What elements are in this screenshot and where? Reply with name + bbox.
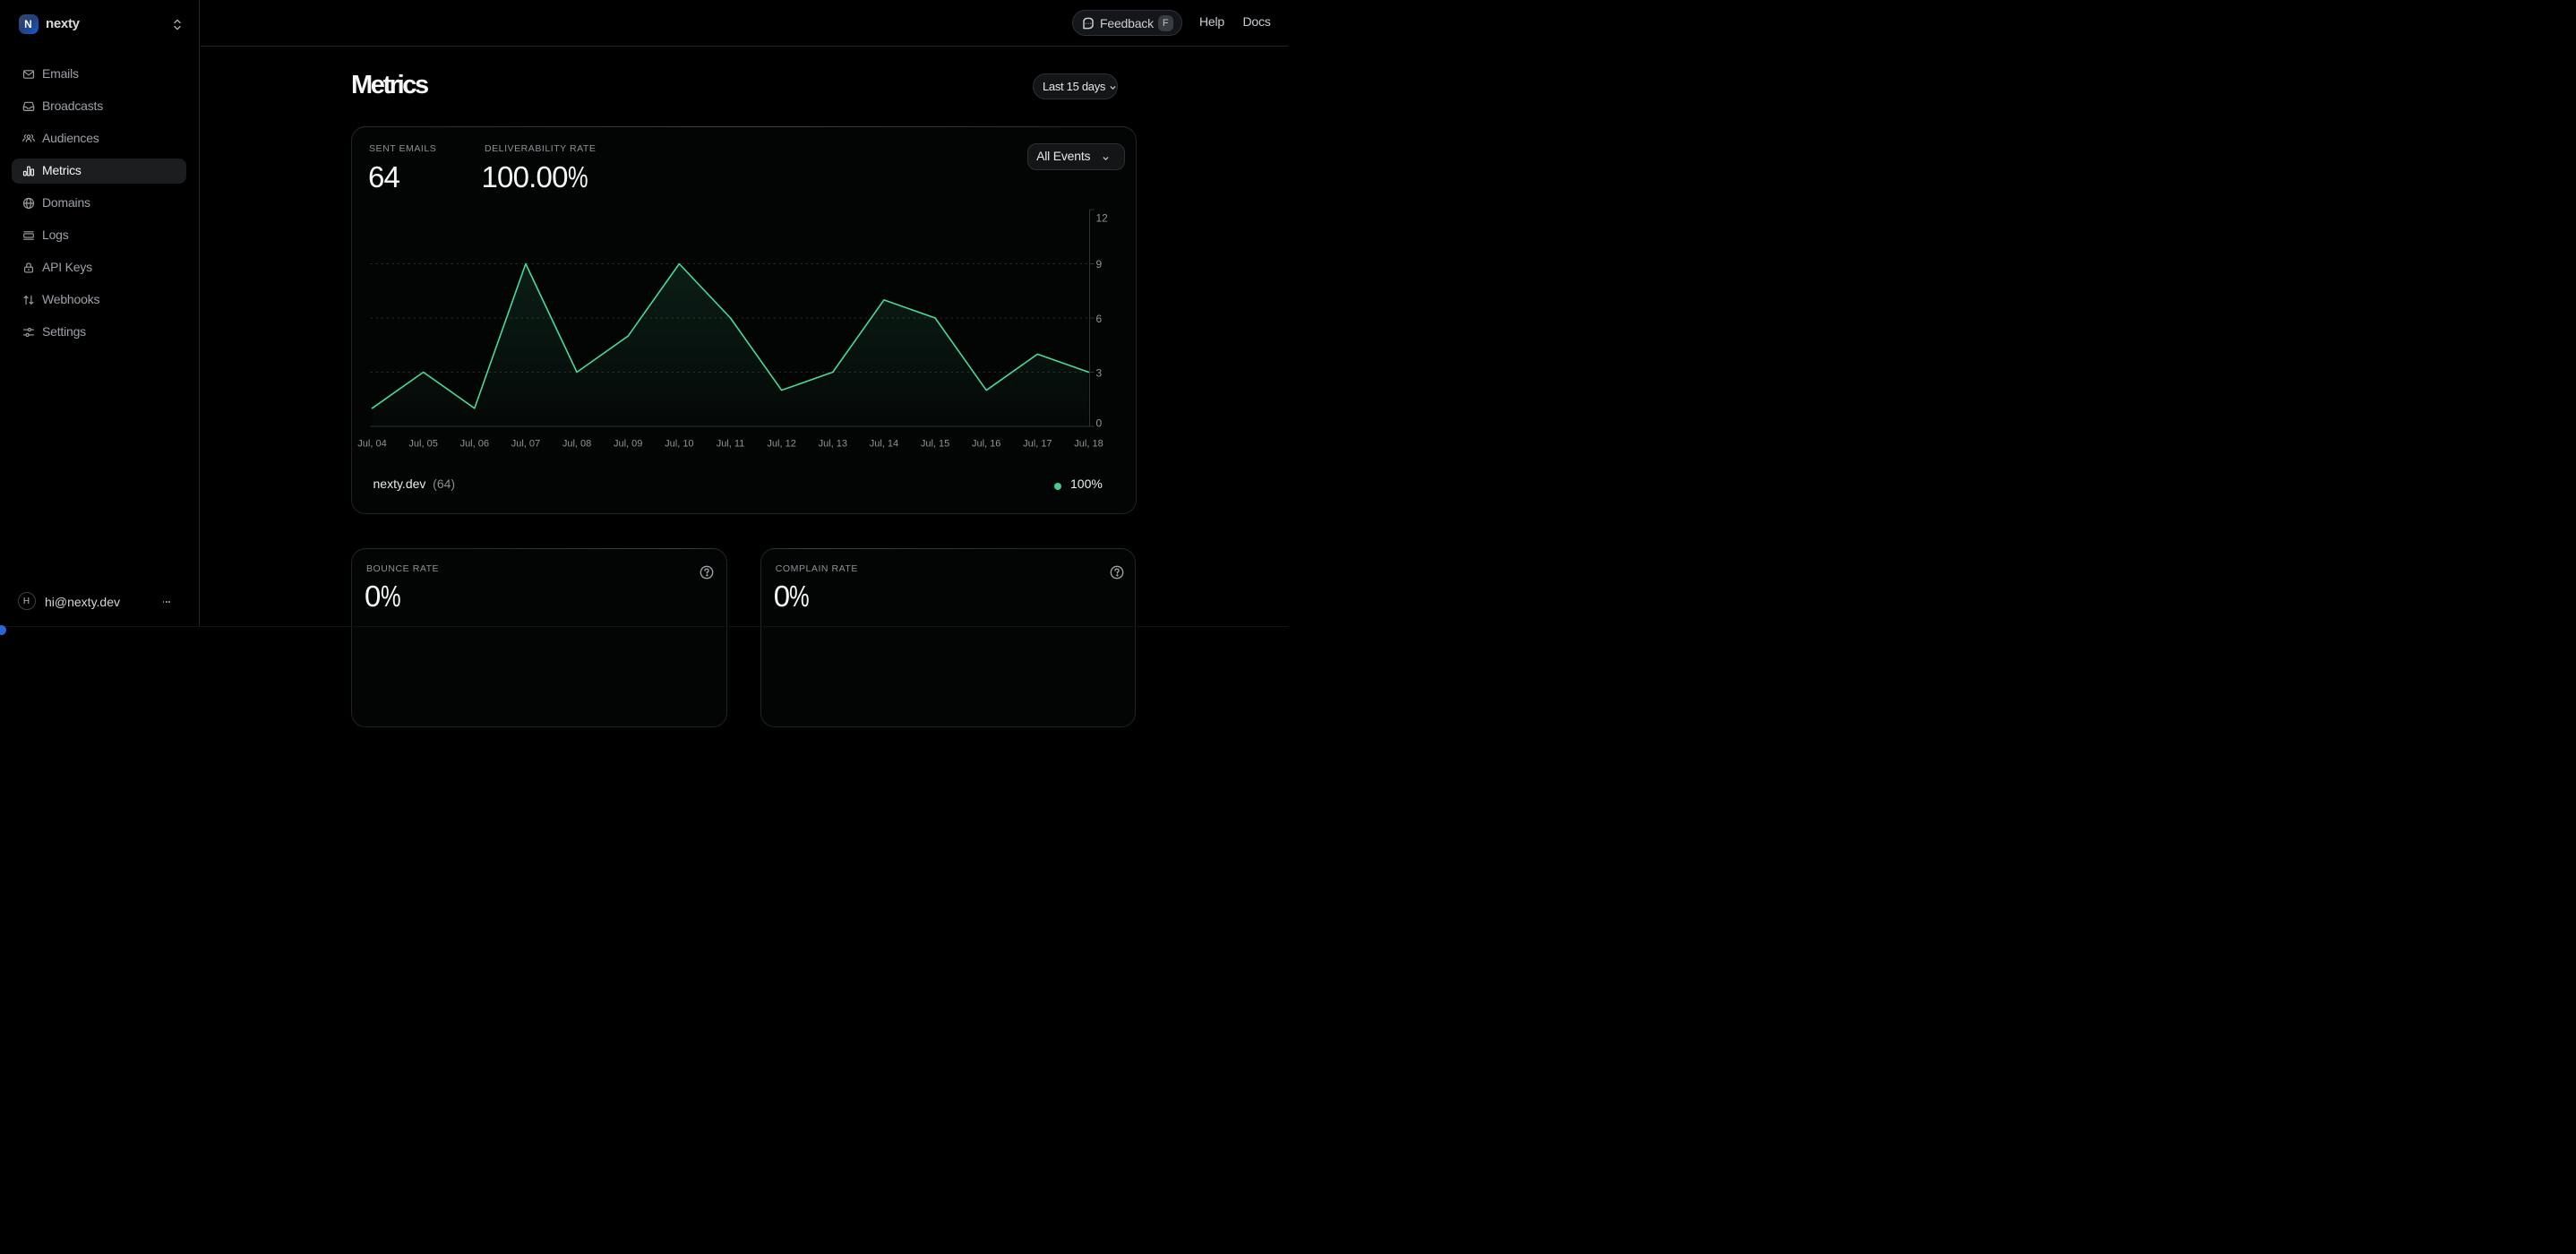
svg-text:0: 0 <box>1096 417 1103 429</box>
svg-text:Jul, 13: Jul, 13 <box>819 438 847 449</box>
svg-text:Jul, 09: Jul, 09 <box>614 438 642 449</box>
svg-text:Jul, 08: Jul, 08 <box>562 438 591 449</box>
svg-text:Jul, 10: Jul, 10 <box>665 438 693 449</box>
svg-text:9: 9 <box>1096 258 1103 271</box>
svg-text:12: 12 <box>1096 211 1109 224</box>
svg-text:Jul, 06: Jul, 06 <box>460 438 489 449</box>
svg-text:3: 3 <box>1096 366 1103 379</box>
svg-text:Jul, 12: Jul, 12 <box>767 438 795 449</box>
svg-text:Jul, 05: Jul, 05 <box>408 438 437 449</box>
svg-text:Jul, 17: Jul, 17 <box>1023 438 1052 449</box>
svg-text:Jul, 15: Jul, 15 <box>921 438 949 449</box>
svg-text:Jul, 16: Jul, 16 <box>972 438 1000 449</box>
svg-text:Jul, 07: Jul, 07 <box>511 438 540 449</box>
svg-text:Jul, 18: Jul, 18 <box>1074 438 1103 449</box>
svg-text:Jul, 04: Jul, 04 <box>357 438 386 449</box>
svg-text:Jul, 11: Jul, 11 <box>717 438 745 449</box>
svg-text:Jul, 14: Jul, 14 <box>870 438 898 449</box>
svg-text:6: 6 <box>1096 313 1103 325</box>
